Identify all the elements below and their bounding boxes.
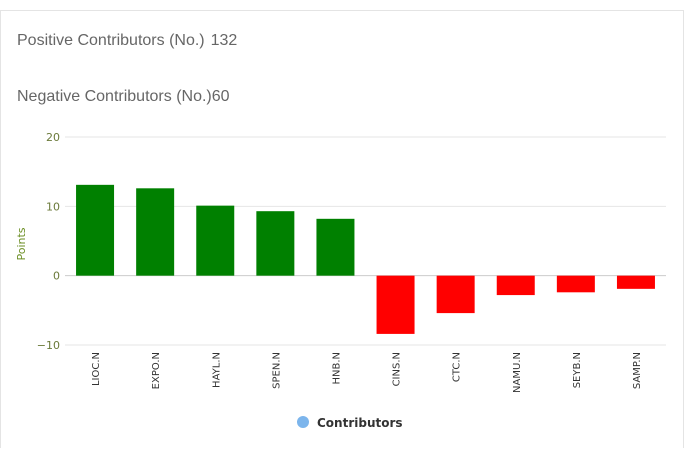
y-tick-label: 0 — [53, 270, 60, 283]
negative-contributors-label: Negative Contributors (No.) — [17, 88, 212, 105]
x-axis-ticks: LIOC.N EXPO.N HAYL.N SPEN.N HNB.N CINS.N CTC.N… — [91, 352, 643, 393]
y-tick-label: −10 — [37, 339, 60, 352]
bar-samp-n[interactable] — [616, 275, 655, 289]
bar-cins-n[interactable] — [376, 275, 415, 334]
bar-ctc-n[interactable] — [436, 275, 475, 314]
bars — [76, 184, 655, 334]
x-tick-label: CINS.N — [392, 352, 403, 386]
negative-contributors-value: 60 — [211, 88, 230, 105]
bar-spen-n[interactable] — [256, 211, 295, 276]
x-tick-label: NAMU.N — [512, 352, 523, 393]
y-axis-ticks: −10 0 10 20 — [37, 131, 60, 352]
x-tick-label: SPEN.N — [271, 352, 282, 389]
bar-seyb-n[interactable] — [556, 275, 595, 293]
legend-marker — [297, 416, 309, 428]
x-tick-label: LIOC.N — [91, 352, 102, 386]
x-tick-label: SEYB.N — [572, 352, 583, 388]
x-tick-label: SAMP.N — [632, 352, 643, 389]
bar-expo-n[interactable] — [136, 188, 175, 276]
negative-contributors-stat: Negative Contributors (No.)60 — [17, 88, 230, 106]
bar-namu-n[interactable] — [496, 275, 535, 296]
x-tick-label: EXPO.N — [151, 352, 162, 389]
legend-label[interactable]: Contributors — [317, 416, 403, 430]
bar-hayl-n[interactable] — [196, 205, 235, 276]
y-tick-label: 10 — [46, 200, 60, 213]
positive-contributors-value: 132 — [210, 32, 238, 49]
bar-hnb-n[interactable] — [316, 218, 355, 276]
x-tick-label: HNB.N — [331, 352, 342, 385]
y-tick-label: 20 — [46, 131, 60, 144]
positive-contributors-label: Positive Contributors (No.) — [17, 32, 205, 49]
y-axis-label: Points — [15, 227, 28, 260]
bar-lioc-n[interactable] — [76, 184, 115, 276]
positive-contributors-stat: Positive Contributors (No.) 132 — [17, 32, 237, 50]
x-tick-label: HAYL.N — [211, 352, 222, 388]
legend[interactable]: Contributors — [297, 416, 403, 430]
x-tick-label: CTC.N — [452, 352, 463, 382]
